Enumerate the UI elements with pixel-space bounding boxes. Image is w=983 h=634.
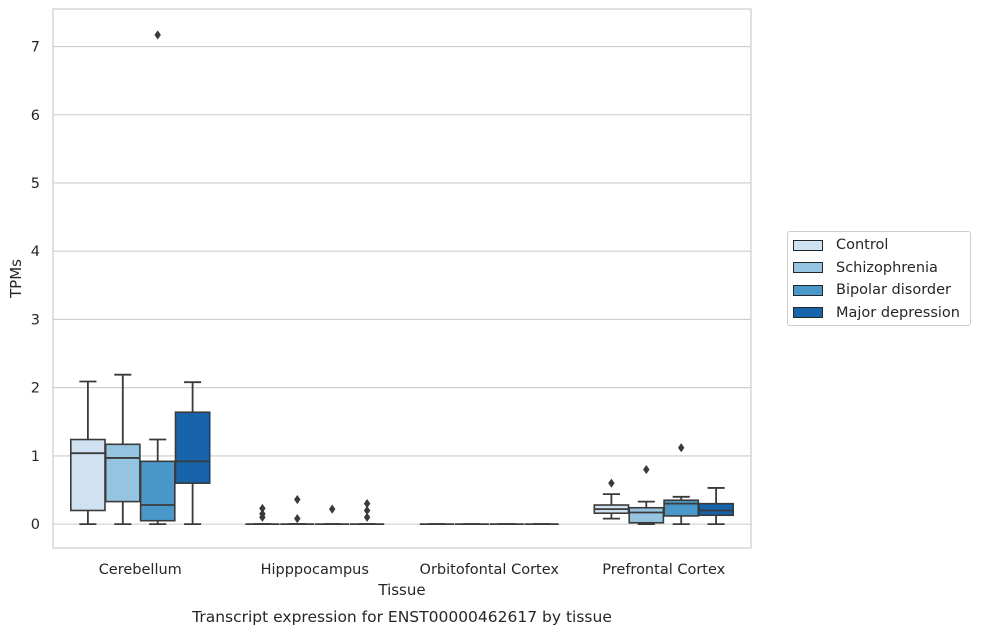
y-tick-labels: 0 1 2 3 4 5 6 7 [31, 40, 40, 534]
legend-swatch-major-depression [793, 307, 823, 318]
box-major-depression-hipppocampus-outlier-0 [363, 512, 371, 522]
legend-label-schizophrenia: Schizophrenia [836, 259, 938, 276]
legend-swatch-control [793, 239, 823, 251]
y-tick-label-5: 5 [31, 176, 40, 192]
legend-label-bipolar-disorder: Bipolar disorder [836, 282, 951, 298]
box-control-prefrontal-cortex [593, 478, 630, 520]
box-bipolar-disorder-cerebellum-outlier-0 [154, 30, 161, 40]
box-major-depression-prefrontal-cortex-iqr [698, 502, 735, 517]
y-axis-label: TPMs [7, 259, 25, 299]
box-schizophrenia-hipppocampus-outlier-0 [294, 514, 301, 524]
x-tick-label-cerebellum: Cerebellum [99, 562, 182, 578]
box-schizophrenia-cerebellum-iqr [104, 443, 141, 503]
box-control-prefrontal-cortex-outlier-0 [608, 478, 615, 488]
box-major-depression-hipppocampus-outlier-1 [363, 505, 371, 516]
box-bipolar-disorder-prefrontal-cortex-outlier-0 [677, 443, 685, 453]
legend: Control Schizophrenia Bipolar disorder M… [787, 231, 971, 326]
box-control-hipppocampus-outlier-2 [259, 503, 266, 514]
legend-item-control: Control [793, 235, 888, 255]
x-tick-label-prefrontal-cortex: Prefrontal Cortex [602, 562, 725, 578]
box-major-depression-prefrontal-cortex [698, 487, 735, 526]
box-bipolar-disorder-prefrontal-cortex-iqr [663, 499, 700, 517]
y-tick-label-4: 4 [31, 244, 40, 260]
legend-item-schizophrenia: Schizophrenia [793, 258, 938, 278]
y-tick-label-1: 1 [31, 449, 40, 465]
box-bipolar-disorder-cerebellum [139, 30, 176, 526]
box-schizophrenia-prefrontal-cortex [628, 464, 665, 526]
gridlines [53, 45, 751, 525]
plot-area-frame [52, 8, 752, 549]
box-schizophrenia-prefrontal-cortex-iqr [628, 506, 665, 524]
legend-label-major-depression: Major depression [836, 304, 960, 321]
box-schizophrenia-cerebellum [104, 373, 141, 526]
box-control-cerebellum-iqr [69, 438, 106, 512]
box-schizophrenia-hipppocampus [280, 494, 315, 526]
box-bipolar-disorder-cerebellum-iqr [139, 460, 176, 522]
y-tick-label-3: 3 [31, 312, 40, 328]
y-tick-label-2: 2 [31, 381, 40, 397]
box-bipolar-disorder-hipppocampus-outlier-0 [328, 504, 336, 514]
y-tick-label-6: 6 [31, 108, 40, 124]
legend-item-major-depression: Major depression [793, 303, 960, 323]
legend-swatch-bipolar-disorder [793, 284, 823, 296]
box-control-cerebellum [69, 380, 106, 526]
y-tick-label-7: 7 [31, 40, 40, 56]
box-plot-series [69, 30, 735, 526]
box-schizophrenia-prefrontal-cortex-outlier-0 [643, 464, 650, 475]
box-control-hipppocampus [245, 503, 280, 526]
legend-swatch-schizophrenia [793, 262, 823, 273]
x-axis-label: Tissue [377, 581, 425, 599]
legend-label-control: Control [836, 237, 889, 253]
box-bipolar-disorder-prefrontal-cortex [663, 443, 700, 526]
box-major-depression-hipppocampus-outlier-2 [363, 499, 371, 509]
x-tick-label-hipppocampus: Hipppocampus [261, 562, 369, 578]
box-major-depression-cerebellum [174, 381, 211, 526]
x-tick-labels: Cerebellum Hipppocampus Orbitofontal Corte… [99, 562, 726, 578]
chart-caption: Transcript expression for ENST0000046261… [191, 608, 612, 626]
box-control-hipppocampus-outlier-1 [259, 509, 266, 519]
box-major-depression-cerebellum-iqr [174, 411, 211, 484]
box-bipolar-disorder-hipppocampus [315, 504, 350, 526]
y-tick-label-0: 0 [31, 517, 40, 533]
x-tick-label-orbitofontal-cortex: Orbitofontal Cortex [420, 562, 560, 578]
box-major-depression-hipppocampus [349, 499, 385, 526]
legend-item-bipolar-disorder: Bipolar disorder [793, 280, 951, 300]
box-schizophrenia-hipppocampus-outlier-1 [294, 494, 301, 505]
